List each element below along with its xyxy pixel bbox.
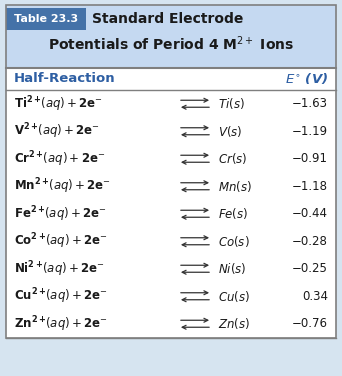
Text: −0.76: −0.76 — [292, 317, 328, 330]
Text: $\mathbf{Zn}^{\mathbf{2+}}\!\mathit{(aq)} + \mathbf{2e}^{-}$: $\mathbf{Zn}^{\mathbf{2+}}\!\mathit{(aq)… — [14, 314, 108, 334]
Text: $\mathit{Cr}(s)$: $\mathit{Cr}(s)$ — [218, 151, 247, 166]
Text: −0.28: −0.28 — [292, 235, 328, 248]
Text: $\mathit{Ni}(s)$: $\mathit{Ni}(s)$ — [218, 261, 246, 276]
Text: $\mathit{Cu}(s)$: $\mathit{Cu}(s)$ — [218, 289, 250, 304]
Text: $\mathit{Ti}(s)$: $\mathit{Ti}(s)$ — [218, 96, 245, 111]
Text: $\mathbf{Fe}^{\mathbf{2+}}\!\mathit{(aq)} + \mathbf{2e}^{-}$: $\mathbf{Fe}^{\mathbf{2+}}\!\mathit{(aq)… — [14, 204, 107, 224]
Bar — [6, 8, 86, 30]
Text: Standard Electrode: Standard Electrode — [92, 12, 244, 26]
Text: $\mathit{Mn}(s)$: $\mathit{Mn}(s)$ — [218, 179, 252, 194]
Text: $\mathbf{Cu}^{\mathbf{2+}}\!\mathit{(aq)} + \mathbf{2e}^{-}$: $\mathbf{Cu}^{\mathbf{2+}}\!\mathit{(aq)… — [14, 287, 108, 306]
Bar — [6, 5, 336, 67]
Text: −1.63: −1.63 — [292, 97, 328, 110]
Text: $\mathit{V}(s)$: $\mathit{V}(s)$ — [218, 124, 242, 139]
Bar — [6, 90, 336, 338]
Text: $\mathbf{Mn}^{\mathbf{2+}}\!\mathit{(aq)} + \mathbf{2e}^{-}$: $\mathbf{Mn}^{\mathbf{2+}}\!\mathit{(aq)… — [14, 176, 111, 196]
Text: Table 23.3: Table 23.3 — [14, 14, 78, 24]
Text: $\mathbf{V}^{\mathbf{2+}}\!\mathit{(aq)} + \mathbf{2e}^{-}$: $\mathbf{V}^{\mathbf{2+}}\!\mathit{(aq)}… — [14, 121, 100, 141]
Text: −0.91: −0.91 — [292, 152, 328, 165]
Text: Half-Reaction: Half-Reaction — [14, 73, 116, 85]
Text: $\mathbf{Ni}^{\mathbf{2+}}\!\mathit{(aq)} + \mathbf{2e}^{-}$: $\mathbf{Ni}^{\mathbf{2+}}\!\mathit{(aq)… — [14, 259, 105, 279]
Text: $\mathit{Fe}(s)$: $\mathit{Fe}(s)$ — [218, 206, 248, 221]
Text: −1.18: −1.18 — [292, 180, 328, 193]
Bar — [6, 5, 336, 338]
Text: −1.19: −1.19 — [292, 125, 328, 138]
Text: −0.44: −0.44 — [292, 207, 328, 220]
Text: −0.25: −0.25 — [292, 262, 328, 275]
Text: 0.34: 0.34 — [302, 290, 328, 303]
Bar — [6, 68, 336, 90]
Text: $\mathbf{Co}^{\mathbf{2+}}\!\mathit{(aq)} + \mathbf{2e}^{-}$: $\mathbf{Co}^{\mathbf{2+}}\!\mathit{(aq)… — [14, 232, 108, 251]
Text: $E^{\circ}$ (V): $E^{\circ}$ (V) — [285, 71, 328, 86]
Text: $\mathbf{Ti}^{\mathbf{2+}}\!\mathit{(aq)} + \mathbf{2e}^{-}$: $\mathbf{Ti}^{\mathbf{2+}}\!\mathit{(aq)… — [14, 94, 103, 114]
Text: $\mathit{Co}(s)$: $\mathit{Co}(s)$ — [218, 234, 250, 249]
Text: $\mathit{Zn}(s)$: $\mathit{Zn}(s)$ — [218, 316, 250, 331]
Text: Potentials of Period 4 M$^{2+}$ Ions: Potentials of Period 4 M$^{2+}$ Ions — [48, 34, 294, 53]
Text: $\mathbf{Cr}^{\mathbf{2+}}\!\mathit{(aq)} + \mathbf{2e}^{-}$: $\mathbf{Cr}^{\mathbf{2+}}\!\mathit{(aq)… — [14, 149, 105, 168]
